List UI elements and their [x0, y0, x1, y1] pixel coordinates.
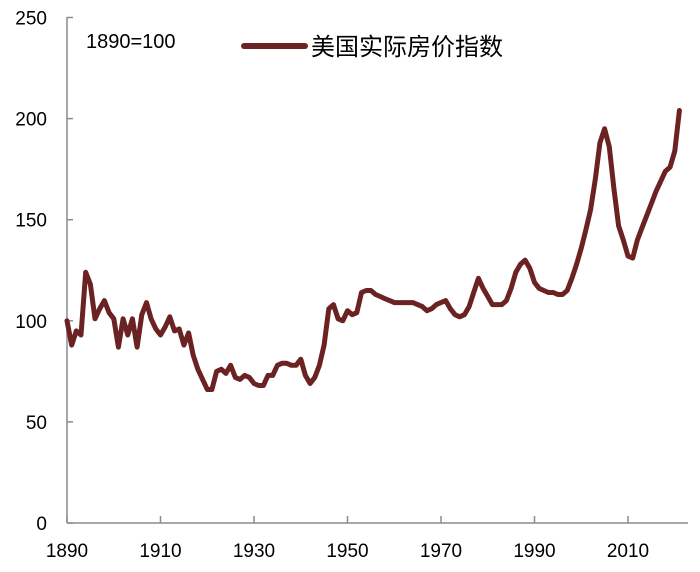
house-price-index-line — [64, 108, 682, 392]
x-tick-label: 1990 — [513, 541, 555, 562]
legend-label: 美国实际房价指数 — [311, 33, 503, 61]
x-tick-label: 1970 — [420, 541, 462, 562]
y-axis-ticks — [67, 16, 73, 524]
x-axis-labels: 1890 1910 1930 1950 1970 1990 2010 — [46, 541, 649, 562]
y-tick-label: 0 — [36, 514, 47, 535]
x-tick-label: 1890 — [46, 541, 88, 562]
y-tick-label: 100 — [15, 312, 47, 333]
x-axis-ticks — [66, 516, 629, 523]
y-axis-labels: 0 50 100 150 200 250 — [15, 9, 47, 536]
y-tick-label: 150 — [15, 211, 47, 232]
base-year-annotation: 1890=100 — [86, 31, 176, 53]
y-tick-label: 250 — [15, 9, 47, 30]
x-tick-label: 2010 — [607, 541, 649, 562]
x-tick-label: 1930 — [233, 541, 275, 562]
axes — [66, 16, 688, 524]
legend: 美国实际房价指数 — [241, 33, 503, 61]
x-tick-label: 1950 — [326, 541, 368, 562]
y-tick-label: 200 — [15, 110, 47, 131]
x-tick-label: 1910 — [139, 541, 181, 562]
y-tick-label: 50 — [26, 413, 47, 434]
